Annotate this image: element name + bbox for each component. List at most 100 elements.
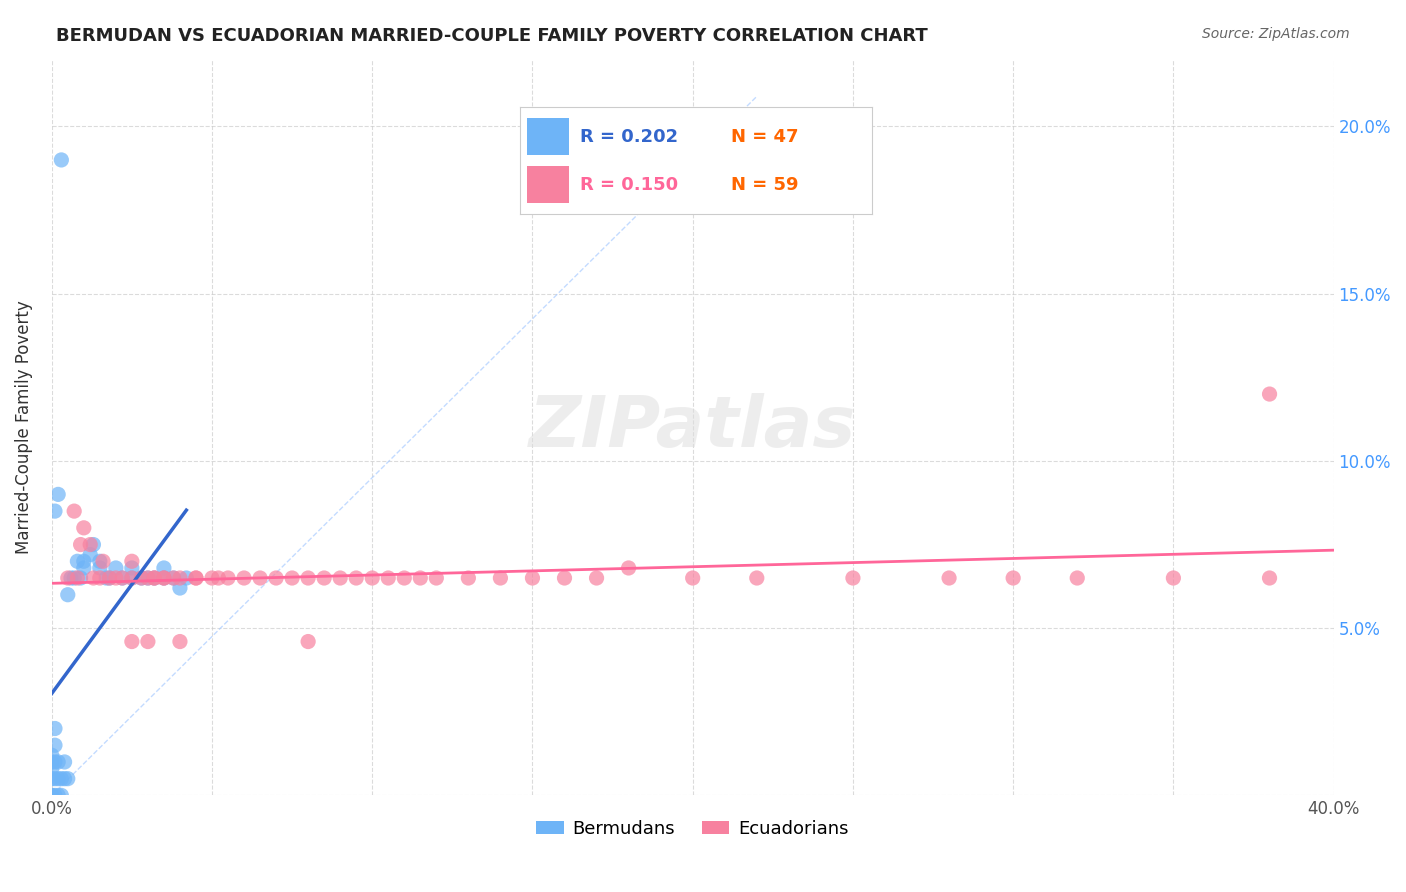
Bermudans [111, 571, 134, 585]
Bermudans [121, 571, 143, 585]
Ecuadorians [264, 571, 287, 585]
Bermudans [153, 571, 176, 585]
Bermudans [51, 772, 73, 786]
Bermudans [59, 571, 82, 585]
Bermudans [53, 755, 76, 769]
Text: BERMUDAN VS ECUADORIAN MARRIED-COUPLE FAMILY POVERTY CORRELATION CHART: BERMUDAN VS ECUADORIAN MARRIED-COUPLE FA… [56, 27, 928, 45]
Ecuadorians [153, 571, 176, 585]
Ecuadorians [522, 571, 544, 585]
Ecuadorians [297, 571, 319, 585]
Ecuadorians [249, 571, 271, 585]
Bermudans [44, 504, 66, 518]
Bermudans [136, 571, 159, 585]
Bermudans [69, 571, 91, 585]
Bermudans [41, 762, 63, 776]
Ecuadorians [489, 571, 512, 585]
Ecuadorians [1258, 571, 1281, 585]
Bermudans [51, 153, 73, 167]
Bermudans [44, 755, 66, 769]
Ecuadorians [314, 571, 336, 585]
Ecuadorians [63, 504, 86, 518]
Ecuadorians [143, 571, 166, 585]
Bermudans [41, 748, 63, 763]
Bermudans [96, 571, 118, 585]
Ecuadorians [121, 554, 143, 568]
Ecuadorians [457, 571, 479, 585]
Bermudans [53, 772, 76, 786]
Ecuadorians [425, 571, 447, 585]
Bermudans [169, 581, 191, 595]
Ecuadorians [91, 554, 114, 568]
Bermudans [162, 571, 184, 585]
Bermudans [46, 755, 69, 769]
Ecuadorians [938, 571, 960, 585]
Bermudans [82, 537, 104, 551]
Ecuadorians [184, 571, 207, 585]
Bermudans [56, 588, 79, 602]
Ecuadorians [217, 571, 239, 585]
Bermudans [41, 789, 63, 803]
Bermudans [176, 571, 198, 585]
Ecuadorians [136, 571, 159, 585]
Y-axis label: Married-Couple Family Poverty: Married-Couple Family Poverty [15, 301, 32, 554]
Ecuadorians [121, 634, 143, 648]
Ecuadorians [842, 571, 865, 585]
Bermudans [63, 571, 86, 585]
Bermudans [143, 571, 166, 585]
Bermudans [46, 772, 69, 786]
Ecuadorians [56, 571, 79, 585]
Ecuadorians [104, 571, 127, 585]
Bermudans [46, 789, 69, 803]
Bermudans [104, 561, 127, 575]
Bermudans [41, 755, 63, 769]
Text: ZIPatlas: ZIPatlas [529, 393, 856, 462]
Ecuadorians [184, 571, 207, 585]
Ecuadorians [281, 571, 304, 585]
Ecuadorians [361, 571, 384, 585]
Ecuadorians [98, 571, 121, 585]
Ecuadorians [1163, 571, 1185, 585]
Ecuadorians [89, 571, 111, 585]
Bermudans [73, 554, 96, 568]
Bar [527, 166, 569, 203]
Ecuadorians [201, 571, 224, 585]
Bermudans [44, 789, 66, 803]
Bermudans [73, 561, 96, 575]
Ecuadorians [143, 571, 166, 585]
Bermudans [89, 554, 111, 568]
Ecuadorians [136, 634, 159, 648]
Ecuadorians [394, 571, 416, 585]
Text: R = 0.202: R = 0.202 [581, 128, 678, 146]
Ecuadorians [233, 571, 256, 585]
Bermudans [153, 561, 176, 575]
Ecuadorians [1066, 571, 1088, 585]
Ecuadorians [169, 571, 191, 585]
Ecuadorians [617, 561, 640, 575]
Ecuadorians [207, 571, 229, 585]
Ecuadorians [1002, 571, 1025, 585]
Ecuadorians [66, 571, 89, 585]
Ecuadorians [131, 571, 153, 585]
Ecuadorians [82, 571, 104, 585]
Bermudans [66, 554, 89, 568]
Ecuadorians [73, 521, 96, 535]
Ecuadorians [377, 571, 399, 585]
Bermudans [98, 571, 121, 585]
Ecuadorians [329, 571, 352, 585]
Ecuadorians [585, 571, 607, 585]
Bermudans [44, 772, 66, 786]
Bermudans [89, 561, 111, 575]
Ecuadorians [682, 571, 704, 585]
Ecuadorians [553, 571, 575, 585]
Ecuadorians [153, 571, 176, 585]
Ecuadorians [344, 571, 367, 585]
Bermudans [56, 772, 79, 786]
Ecuadorians [169, 634, 191, 648]
Legend: Bermudans, Ecuadorians: Bermudans, Ecuadorians [529, 813, 856, 846]
Ecuadorians [111, 571, 134, 585]
Text: N = 59: N = 59 [731, 177, 799, 194]
Ecuadorians [1258, 387, 1281, 401]
Ecuadorians [297, 634, 319, 648]
Bermudans [79, 548, 101, 562]
Bermudans [46, 487, 69, 501]
